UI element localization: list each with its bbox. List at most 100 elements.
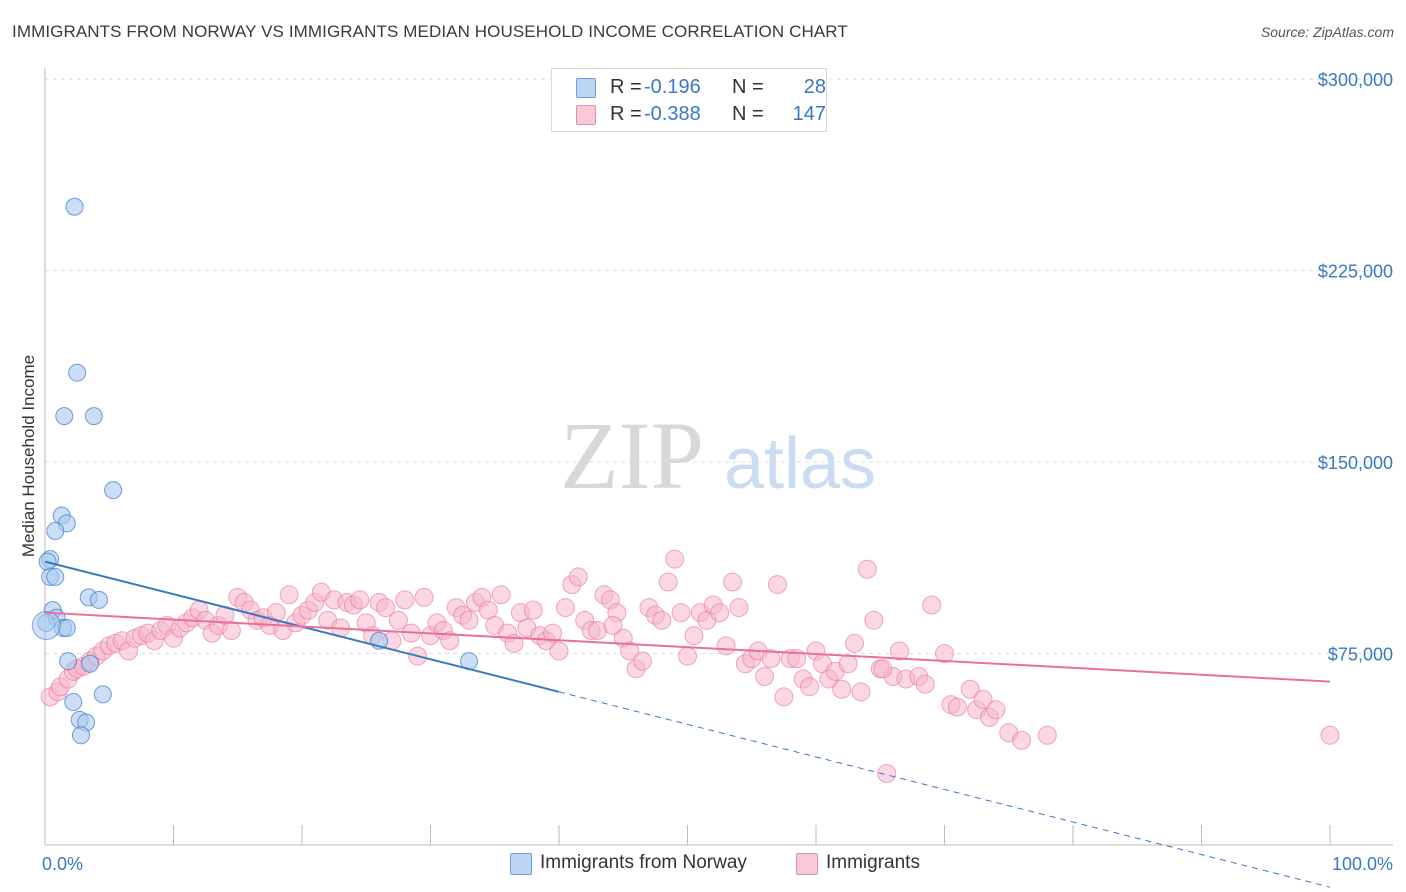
source-credit: Source: ZipAtlas.com [1260,24,1394,40]
y-tick-label: $225,000 [1318,262,1393,282]
data-point-immigrants [922,595,942,615]
legend-n-label: N = [732,103,764,125]
data-point-norway [93,685,112,704]
trend-lines [44,560,1331,888]
data-point-norway [31,610,61,640]
data-point-norway [84,407,103,426]
data-point-immigrants [915,674,935,694]
data-point-immigrants [678,646,697,666]
data-point-immigrants [395,590,415,610]
data-point-immigrants [658,572,678,592]
legend-swatch-pink [796,853,818,875]
data-point-norway [80,654,99,673]
data-point-immigrants [414,587,434,607]
tick-labels: $75,000 $150,000 $225,000 $300,000 0.0% 100.0… [42,70,1393,874]
data-point-immigrants [523,600,543,620]
data-point-immigrants [767,575,787,595]
y-tick-label: $75,000 [1328,645,1393,665]
data-point-immigrants [857,559,877,579]
data-point-immigrants [832,679,852,699]
trend-line-norway-extension [558,691,1331,888]
trend-line-immigrants [44,611,1331,683]
x-tick-label: 0.0% [42,854,83,874]
data-point-immigrants [1037,725,1057,745]
legend-r-label: R = [610,103,642,125]
data-point-immigrants [491,585,511,605]
axes [44,68,1393,846]
data-point-immigrants [800,677,820,697]
legend-r-value: -0.388 [644,103,701,125]
legend-n-value: 147 [792,103,826,125]
data-point-immigrants [722,572,742,592]
data-point-immigrants [890,641,910,661]
data-point-immigrants [935,644,954,664]
data-point-immigrants [1012,730,1032,750]
legend-swatch-pink [576,105,596,125]
data-point-immigrants [459,610,479,630]
data-point-immigrants [947,697,967,717]
data-point-norway [46,567,65,586]
data-point-immigrants [652,610,672,630]
data-point-norway [57,618,76,637]
data-point-immigrants [873,659,893,679]
data-point-norway [104,481,123,500]
data-point-immigrants [845,633,865,653]
correlation-legend: R = -0.196 N = 28 R = -0.388 N = 147 [551,68,827,132]
data-point-immigrants [568,567,588,587]
watermark-zip: ZIP [560,402,704,509]
legend-n-value: 28 [803,76,826,98]
data-point-immigrants [761,649,781,669]
data-point-immigrants [633,651,653,671]
data-point-immigrants [960,679,980,699]
data-point-immigrants [388,610,408,630]
legend-label-norway: Immigrants from Norway [540,852,747,873]
y-tick-label: $300,000 [1318,70,1393,90]
data-point-immigrants [729,598,749,618]
chart-title: IMMIGRANTS FROM NORWAY VS IMMIGRANTS MED… [12,22,848,41]
data-point-immigrants [864,610,884,630]
legend-label-immigrants: Immigrants [826,852,920,873]
legend-n-label: N = [732,76,764,98]
data-point-immigrants [603,615,623,635]
data-point-immigrants [774,687,794,707]
data-point-immigrants [684,626,704,646]
watermark: ZIP atlas [560,402,876,509]
data-point-immigrants [755,667,775,687]
data-point-immigrants [350,590,370,610]
data-point-norway [89,590,108,609]
y-tick-label: $150,000 [1318,453,1393,473]
data-point-immigrants [620,641,640,661]
data-point-immigrants [716,636,736,656]
data-point-immigrants [710,603,730,623]
grid-lines [45,78,1393,655]
data-point-norway [59,652,78,671]
data-point-immigrants [851,682,871,702]
data-point-immigrants [555,598,575,618]
data-point-immigrants [838,654,858,674]
watermark-atlas: atlas [724,424,876,504]
data-point-immigrants [543,623,563,643]
data-point-immigrants [279,585,299,605]
data-point-immigrants [221,621,241,641]
data-point-immigrants [440,631,460,651]
data-point-norway [55,407,74,426]
data-point-immigrants [671,603,691,623]
data-point-norway [64,693,83,712]
data-point-immigrants [549,641,569,661]
data-point-norway [46,521,65,540]
data-point-immigrants [665,549,685,569]
legend-swatch-blue [576,78,596,98]
data-point-immigrants [973,689,993,709]
y-axis-label: Median Household Income [19,355,38,557]
data-point-norway [68,363,87,382]
data-point-immigrants [1320,725,1340,745]
legend-r-label: R = [610,76,642,98]
data-point-immigrants [376,598,396,618]
series-immigrants-points [40,549,1340,784]
data-point-immigrants [986,700,1006,720]
legend-r-value: -0.196 [644,76,701,98]
data-point-norway [65,197,84,216]
legend-swatch-blue [510,853,532,875]
data-point-immigrants [266,603,286,623]
